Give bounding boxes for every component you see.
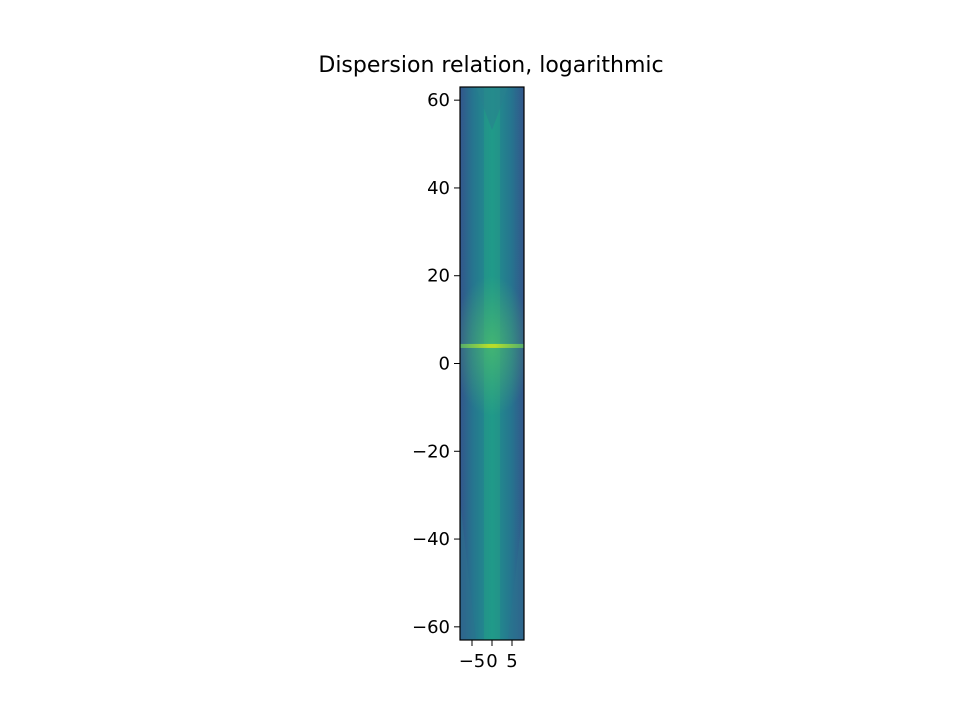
x-tick-label: 0 <box>486 651 497 672</box>
y-tick-label: −60 <box>412 617 450 638</box>
y-tick-label: −20 <box>412 441 450 462</box>
x-tick-label: 5 <box>506 651 517 672</box>
y-axis: 60 40 20 0 −20 −40 −60 <box>412 90 460 638</box>
y-tick-label: 60 <box>427 90 450 111</box>
heatmap-top-wedge <box>476 87 508 130</box>
y-tick-label: −40 <box>412 529 450 550</box>
heatmap-bottom-left-wedge <box>460 500 476 640</box>
chart-title: Dispersion relation, logarithmic <box>318 53 663 78</box>
heatmap-bright-band <box>460 343 524 348</box>
y-tick-label: 0 <box>439 354 450 375</box>
x-axis: −5 0 5 <box>459 640 518 672</box>
y-tick-label: 40 <box>427 178 450 199</box>
heatmap-bottom-right-wedge <box>508 500 524 640</box>
y-tick-label: 20 <box>427 266 450 287</box>
x-tick-label: −5 <box>459 651 486 672</box>
plot-area <box>460 87 524 640</box>
